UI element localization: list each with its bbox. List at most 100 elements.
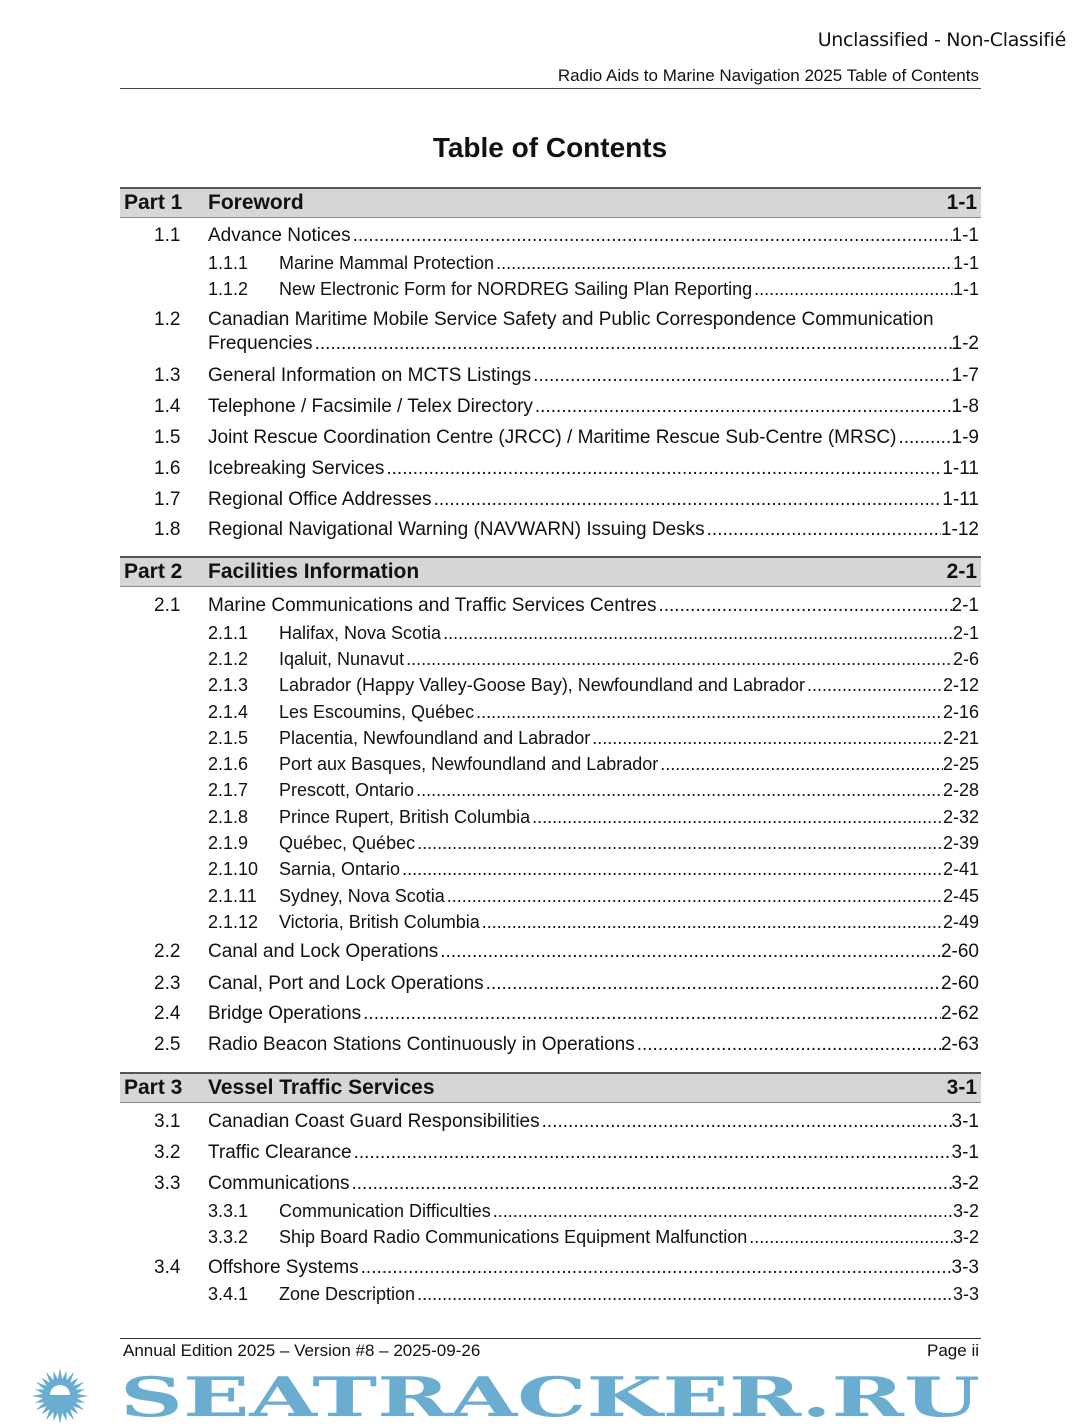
dot-leader: [417, 833, 943, 854]
entry-number: 2.1.12: [208, 912, 259, 932]
entry-page: 2-62: [940, 1003, 979, 1024]
toc-entry[interactable]: 2.1.12 Victoria, British Columbia 2-49: [208, 912, 979, 935]
toc-entry[interactable]: 3.3.2 Ship Board Radio Communications Equ…: [208, 1227, 979, 1250]
entry-page: 1-9: [951, 427, 979, 448]
dot-leader: [542, 1111, 952, 1133]
toc-entry[interactable]: 2.1.11 Sydney, Nova Scotia 2-45: [208, 886, 979, 909]
toc-entry[interactable]: 3.3.1 Communication Difficulties 3-2: [208, 1201, 979, 1224]
entry-title: Advance Notices: [208, 225, 353, 247]
entry-number: 2.1.5: [208, 728, 249, 748]
entry-number: 3.4: [154, 1257, 181, 1278]
part-heading[interactable]: Part 1 Foreword 1-1: [120, 187, 981, 218]
dot-leader: [482, 912, 943, 933]
footer-divider: [120, 1338, 981, 1339]
toc-entry[interactable]: 1.2 Canadian Maritime Mobile Service Safe…: [154, 309, 979, 333]
entry-title: Prince Rupert, British Columbia: [279, 807, 533, 828]
entry-title: Zone Description: [279, 1284, 418, 1305]
toc-entry[interactable]: 1.3 General Information on MCTS Listings 1…: [154, 365, 979, 389]
toc-entry[interactable]: 1.1.1 Marine Mammal Protection 1-1: [208, 253, 979, 276]
toc-entry[interactable]: 3.2 Traffic Clearance 3-1: [154, 1142, 979, 1166]
entry-page: 2-25: [942, 754, 979, 774]
dot-leader: [315, 333, 952, 355]
entry-page: 1-8: [951, 396, 979, 417]
toc-entry[interactable]: 2.3 Canal, Port and Lock Operations 2-60: [154, 973, 979, 997]
page-title: Table of Contents: [432, 132, 668, 163]
toc-entry[interactable]: 2.1.1 Halifax, Nova Scotia 2-1: [208, 623, 979, 646]
part-heading[interactable]: Part 2 Facilities Information 2-1: [120, 556, 981, 587]
entry-page: 1-12: [940, 519, 979, 540]
entry-number: 1.1.1: [208, 253, 249, 273]
entry-number: 2.1.3: [208, 675, 249, 695]
part-number: Part 1: [124, 191, 183, 214]
toc-entry[interactable]: 3.4.1 Zone Description 3-3: [208, 1284, 979, 1307]
classification-label: Unclassified - Non-Classifié: [817, 29, 1067, 51]
watermark-text: SEATRACKER.RU: [120, 1366, 980, 1425]
dot-leader: [416, 780, 943, 801]
toc-entry[interactable]: 2.1.3 Labrador (Happy Valley-Goose Bay), …: [208, 675, 979, 698]
toc-entry[interactable]: 1.8 Regional Navigational Warning (NAVWAR…: [154, 519, 979, 543]
entry-page: 2-32: [942, 807, 979, 827]
entry-page: 3-3: [952, 1284, 979, 1304]
entry-page: 2-21: [942, 728, 979, 748]
entry-number: 3.4.1: [208, 1284, 249, 1304]
toc-entry[interactable]: 3.4 Offshore Systems 3-3: [154, 1257, 979, 1281]
dot-leader: [658, 595, 951, 617]
toc-entry[interactable]: 2.1.7 Prescott, Ontario 2-28: [208, 780, 979, 803]
part-heading[interactable]: Part 3 Vessel Traffic Services 3-1: [120, 1072, 981, 1103]
running-header: Radio Aids to Marine Navigation 2025 Tab…: [557, 66, 979, 85]
toc-entry[interactable]: 2.1 Marine Communications and Traffic Ser…: [154, 595, 979, 619]
toc-entry[interactable]: 2.1.9 Québec, Québec 2-39: [208, 833, 979, 856]
entry-title: General Information on MCTS Listings: [208, 365, 534, 387]
entry-title: Les Escoumins, Québec: [279, 702, 477, 723]
entry-title: Communications: [208, 1173, 352, 1195]
entry-page: 2-60: [940, 941, 979, 962]
dot-leader: [486, 973, 941, 995]
dot-leader: [447, 886, 943, 907]
entry-page: 1-1: [951, 225, 979, 246]
dot-leader: [533, 365, 951, 387]
entry-title: Halifax, Nova Scotia: [279, 623, 444, 644]
toc-entry[interactable]: 3.3 Communications 3-2: [154, 1173, 979, 1197]
entry-page: 2-39: [942, 833, 979, 853]
entry-title: Canadian Maritime Mobile Service Safety …: [208, 309, 936, 331]
entry-page: 3-3: [951, 1257, 979, 1278]
toc-entry[interactable]: 2.1.4 Les Escoumins, Québec 2-16: [208, 702, 979, 725]
toc-entry[interactable]: 1.4 Telephone / Facsimile / Telex Directo…: [154, 396, 979, 420]
toc-entry[interactable]: 2.1.8 Prince Rupert, British Columbia 2-32: [208, 807, 979, 830]
toc-entry[interactable]: 2.5 Radio Beacon Stations Continuously in…: [154, 1034, 979, 1058]
entry-page: 2-41: [942, 859, 979, 879]
toc-entry[interactable]: 1.1.2 New Electronic Form for NORDREG Sai…: [208, 279, 979, 302]
toc-entry[interactable]: 2.1.5 Placentia, Newfoundland and Labrado…: [208, 728, 979, 751]
entry-number: 2.3: [154, 973, 181, 994]
toc-entry[interactable]: 1.7 Regional Office Addresses 1-11: [154, 489, 979, 513]
toc-entry[interactable]: 2.1.6 Port aux Basques, Newfoundland and …: [208, 754, 979, 777]
toc-entry[interactable]: 1.6 Icebreaking Services 1-11: [154, 458, 979, 482]
entry-title: Prescott, Ontario: [279, 780, 417, 801]
toc-entry[interactable]: 2.1.10 Sarnia, Ontario 2-41: [208, 859, 979, 882]
toc-entry[interactable]: 2.2 Canal and Lock Operations 2-60: [154, 941, 979, 965]
toc-entry[interactable]: 1.1 Advance Notices 1-1: [154, 225, 979, 249]
toc-entry-continuation[interactable]: Frequencies 1-2: [154, 333, 979, 357]
entry-title: Victoria, British Columbia: [279, 912, 482, 933]
toc-entry[interactable]: 3.1 Canadian Coast Guard Responsibilities…: [154, 1111, 979, 1135]
entry-page: 2-1: [952, 623, 979, 643]
part-page: 3-1: [946, 1076, 977, 1099]
entry-page: 1-7: [951, 365, 979, 386]
part-number: Part 2: [124, 560, 183, 583]
entry-number: 1.8: [154, 519, 181, 540]
entry-page: 2-6: [952, 649, 979, 669]
entry-page: 2-45: [942, 886, 979, 906]
entry-number: 1.1.2: [208, 279, 249, 299]
dot-leader: [535, 396, 952, 418]
entry-title: Marine Communications and Traffic Servic…: [208, 595, 659, 617]
entry-number: 1.4: [154, 396, 181, 417]
part-page: 1-1: [946, 191, 977, 214]
toc-entry[interactable]: 1.5 Joint Rescue Coordination Centre (JRC…: [154, 427, 979, 451]
toc-entry[interactable]: 2.1.2 Iqaluit, Nunavut 2-6: [208, 649, 979, 672]
toc-entry[interactable]: 2.4 Bridge Operations 2-62: [154, 1003, 979, 1027]
entry-title: Sarnia, Ontario: [279, 859, 403, 880]
header-divider: [120, 88, 981, 89]
dot-leader: [406, 649, 953, 670]
part-title: Vessel Traffic Services: [208, 1076, 435, 1099]
dot-leader: [660, 754, 943, 775]
